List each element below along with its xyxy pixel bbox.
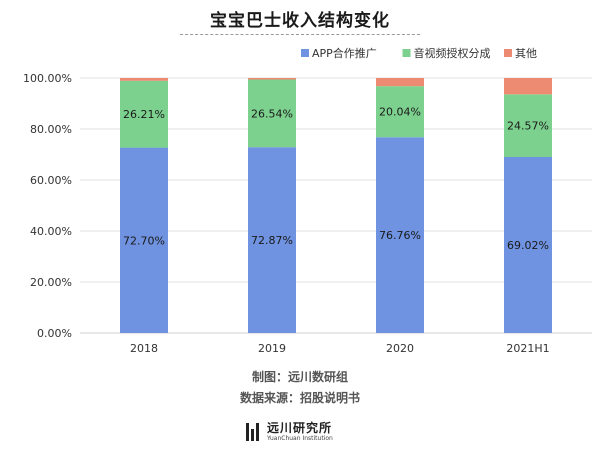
bar-segment [504,78,552,95]
bar-segment [376,137,424,333]
y-tick-label: 100.00% [23,72,72,85]
data-source: 数据来源：招股说明书 [239,391,360,405]
chart-title: 宝宝巴士收入结构变化 [210,11,390,31]
bar-segment [376,78,424,87]
legend-swatch [301,49,309,57]
logo-name-en: YuanChuan Institution [267,435,333,442]
bar-segment [248,147,296,333]
chart-credit: 制图：远川数研组 [251,370,348,384]
legend-label: 其他 [515,47,537,60]
legend-swatch [504,49,512,57]
data-label: 26.21% [123,108,165,121]
x-tick-label: 2020 [386,342,414,355]
y-tick-label: 40.00% [30,225,72,238]
data-label: 76.76% [379,229,421,242]
data-label: 26.54% [251,107,293,120]
bar-segment [120,147,168,333]
logo-name-cn: 远川研究所 [267,421,333,435]
y-tick-label: 20.00% [30,276,72,289]
data-label: 20.04% [379,106,421,119]
bar-segment [248,78,296,80]
bar-segment [504,156,552,333]
bar-segment [120,80,168,148]
data-label: 24.57% [507,120,549,133]
logo-bars-icon [246,423,261,441]
stacked-bar-chart: 0.00% 20.00% 40.00% 60.00% 80.00% 100.00% 72.7… [23,46,592,355]
bar-segment [120,78,168,81]
bar-segment [504,94,552,157]
data-label: 72.70% [123,234,165,247]
y-tick-label: 80.00% [30,123,72,136]
x-tick-label: 2019 [258,342,286,355]
brand-logo: 远川研究所 YuanChuan Institution [246,420,333,444]
title-divider [180,34,420,35]
data-label: 69.02% [507,239,549,252]
bar-segment [376,86,424,138]
x-tick-label: 2021H1 [506,342,549,355]
legend-swatch [402,49,411,57]
legend-label: APP合作推广 [312,46,377,60]
data-label: 72.87% [251,234,293,247]
x-tick-label: 2018 [130,342,158,355]
y-tick-label: 0.00% [37,327,72,340]
y-tick-label: 60.00% [30,174,72,187]
bar-segment [248,79,296,148]
legend-label: 音视频授权分成 [414,46,491,60]
